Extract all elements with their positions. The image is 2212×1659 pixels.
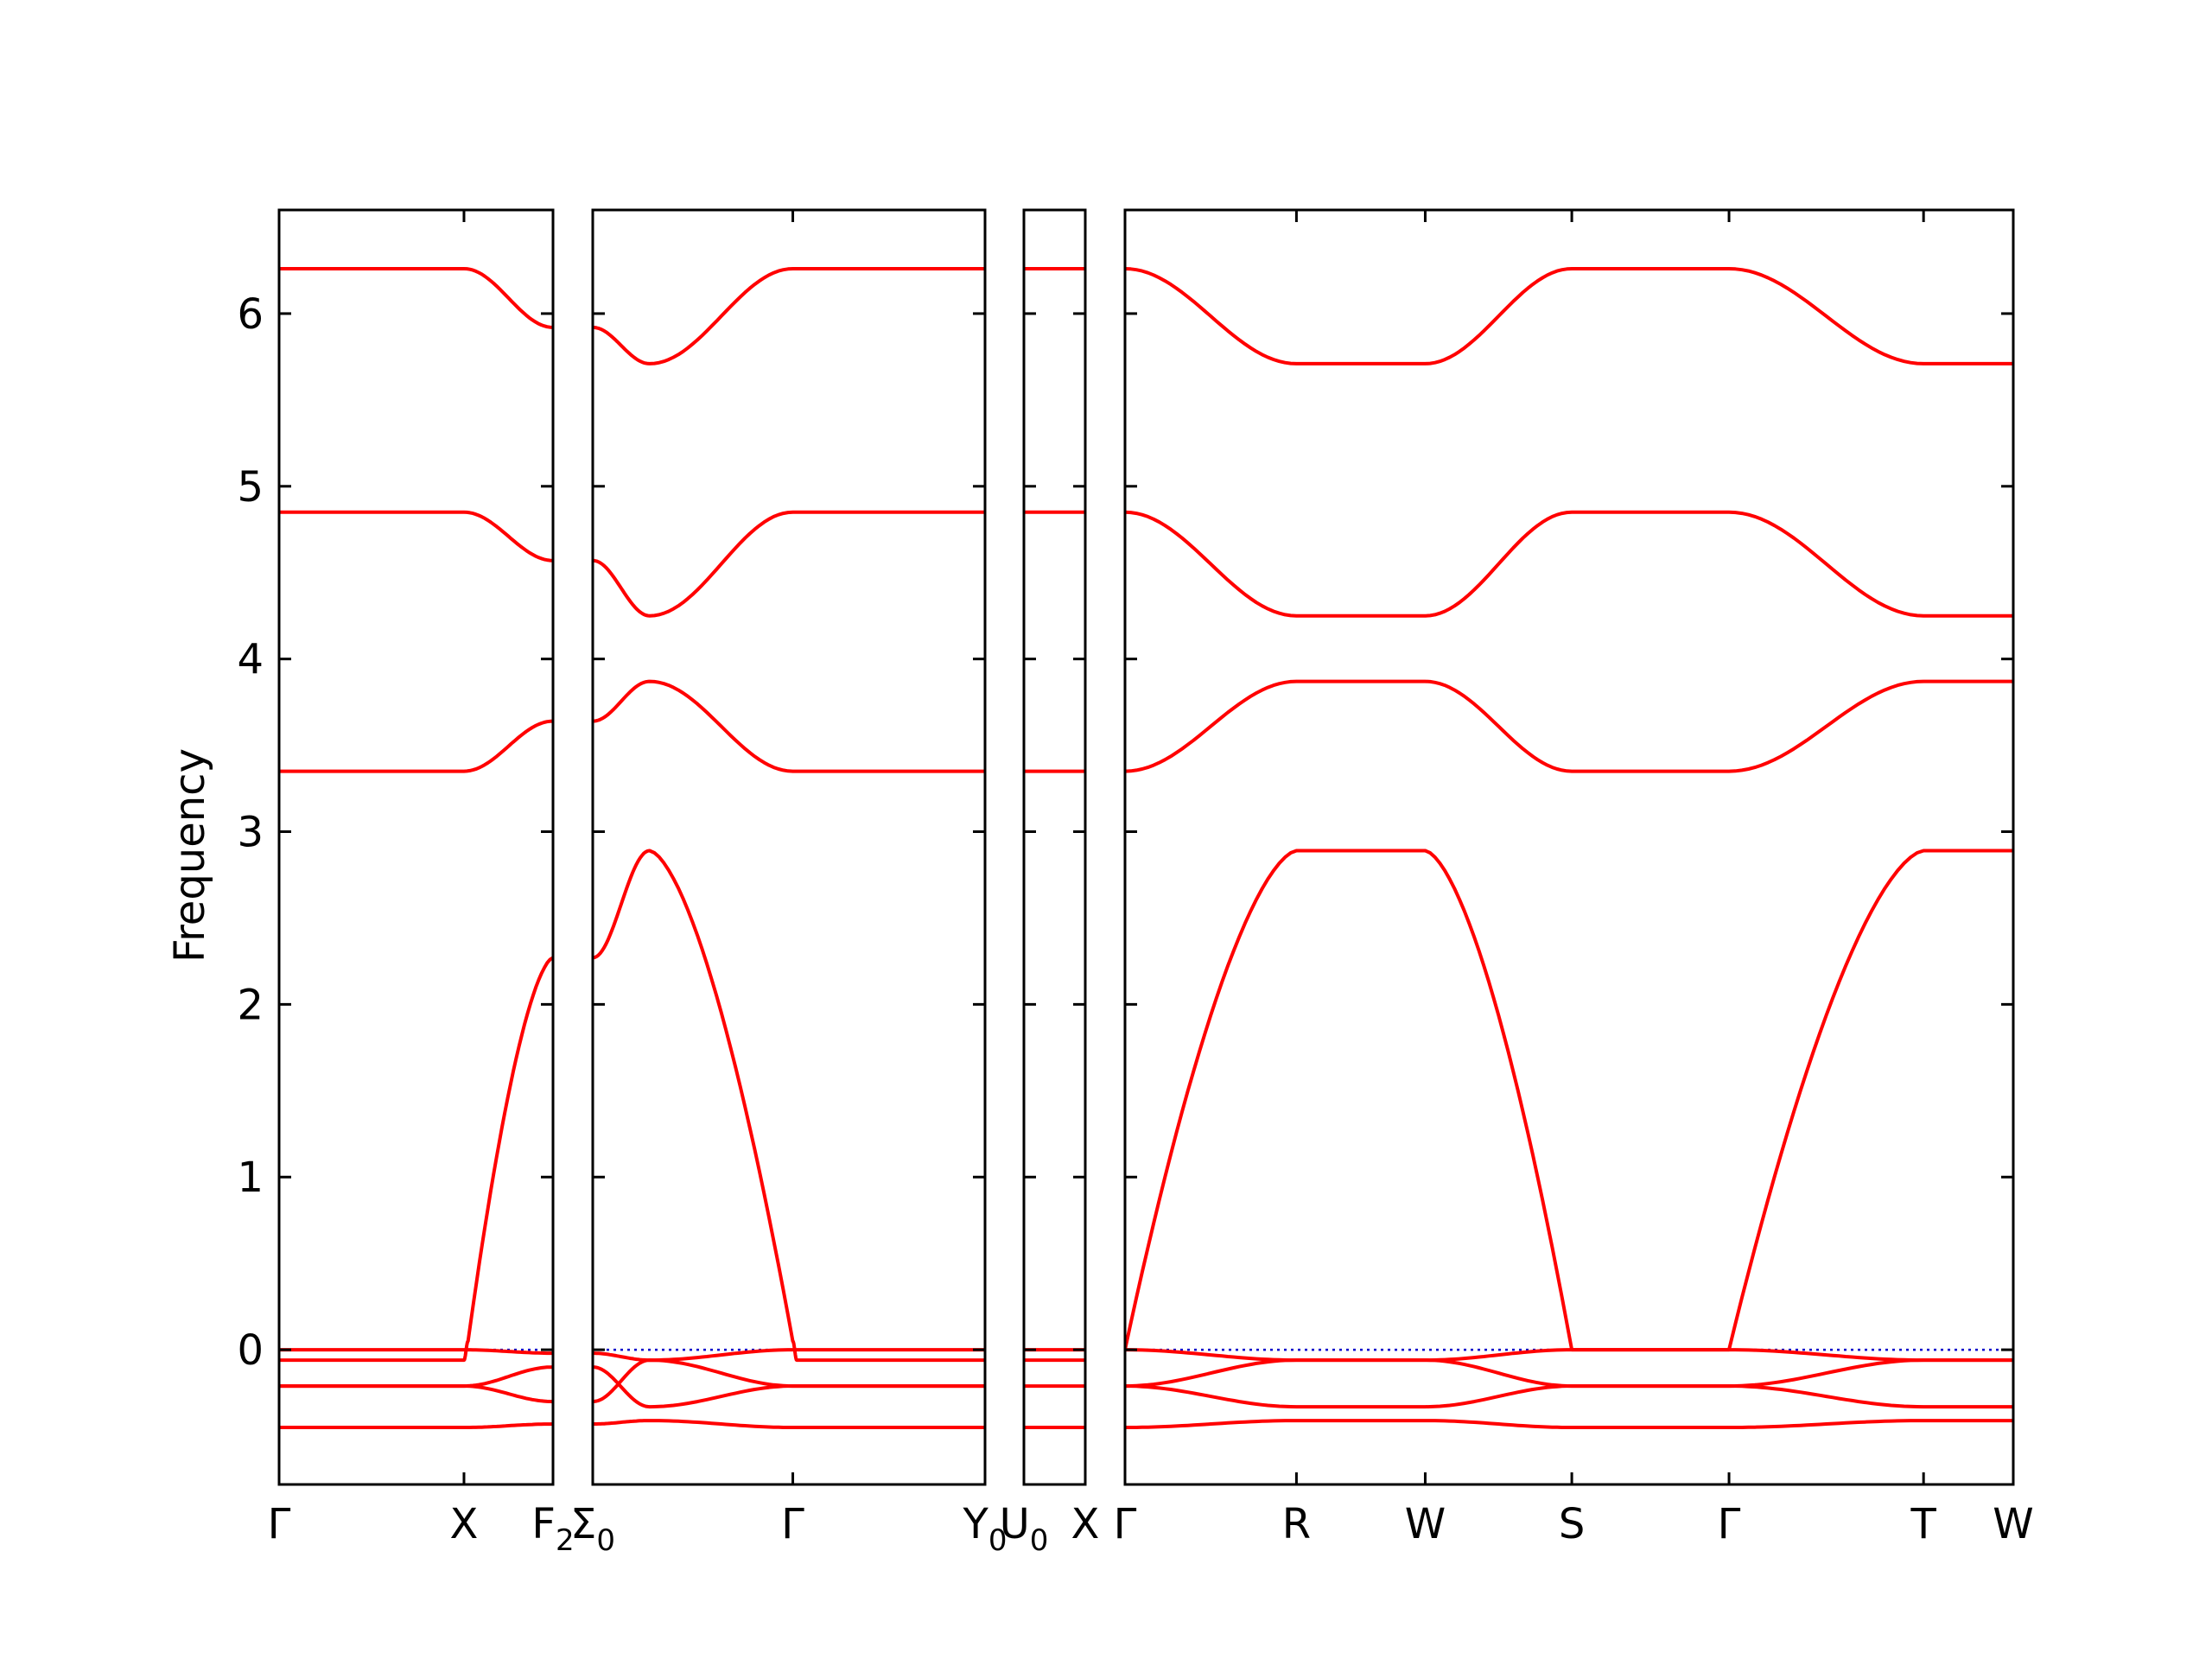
panel-frame (1022, 208, 1087, 1486)
band-line-1 (279, 267, 553, 329)
band-line-8 (279, 1422, 553, 1429)
x-tick-label: Γ (1718, 1500, 1741, 1548)
bands (593, 267, 985, 1429)
bands (1024, 267, 1085, 1429)
band-line-8 (1125, 1419, 2013, 1429)
panel-frame (277, 208, 555, 1486)
x-tick-label: Γ (781, 1500, 804, 1548)
y-tick-label: 0 (237, 1326, 264, 1375)
x-tick-label: W (1993, 1500, 2033, 1548)
y-tick-label: 3 (237, 809, 264, 857)
band-line-7 (1125, 1384, 2013, 1409)
band-line-5 (593, 1348, 985, 1363)
band-line-5 (279, 1348, 553, 1356)
x-tick-label: S (1559, 1500, 1585, 1548)
band-line-3 (593, 679, 985, 773)
bands (1125, 267, 2013, 1429)
panel-1: Γ X F2 (268, 208, 575, 1558)
band-line-2 (593, 510, 985, 618)
panel-frame (591, 208, 987, 1486)
x-tick-label: X (450, 1500, 479, 1548)
y-tick-label: 4 (237, 636, 264, 684)
band-line-3 (279, 719, 553, 773)
band-line-1 (1125, 267, 2013, 365)
x-tick-label: F2 (531, 1500, 574, 1558)
band-line-1 (593, 267, 985, 365)
band-line-4 (593, 849, 985, 1363)
x-tick-label: Γ (268, 1500, 291, 1548)
band-line-2 (279, 510, 553, 563)
x-tick-label: Σ0 (570, 1500, 615, 1558)
x-tick-label: W (1405, 1500, 1446, 1548)
band-line-2 (1125, 510, 2013, 618)
band-line-3 (1125, 679, 2013, 773)
band-line-4 (1125, 849, 2013, 1352)
band-line-5 (1125, 1348, 2013, 1363)
y-tick-label: 5 (237, 463, 264, 512)
panel-frame (1123, 208, 2015, 1486)
band-line-6 (279, 1365, 553, 1389)
y-tick-label: 2 (237, 981, 264, 1029)
y-axis-label: Frequency (166, 748, 214, 963)
x-tick-label: X (1071, 1500, 1100, 1548)
x-tick-label: T (1910, 1500, 1937, 1548)
x-tick-label: Γ (1114, 1500, 1137, 1548)
x-tick-label: R (1282, 1500, 1311, 1548)
bands (279, 267, 553, 1429)
band-line-4 (279, 956, 553, 1363)
band-line-7 (593, 1358, 985, 1404)
panel-2: Σ0 Γ Y0 (570, 208, 1007, 1558)
band-line-6 (1125, 1358, 2013, 1389)
band-line-8 (593, 1419, 985, 1429)
band-line-7 (279, 1384, 553, 1404)
y-tick-label: 6 (237, 290, 264, 339)
y-tick-label: 1 (237, 1154, 264, 1202)
panel-3: U0 X (1000, 208, 1100, 1558)
